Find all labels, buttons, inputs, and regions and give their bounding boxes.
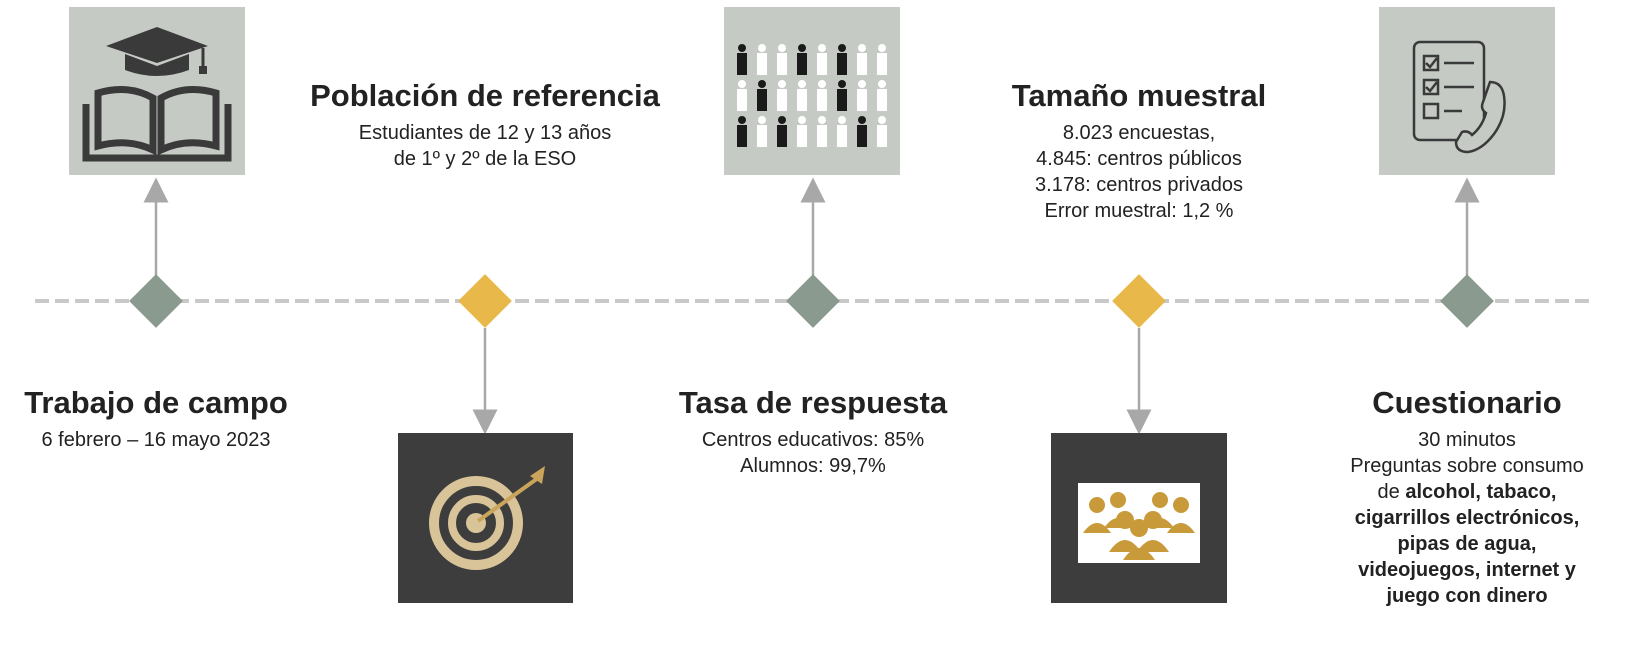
text-block: Población de referencia Estudiantes de 12… <box>285 78 685 172</box>
block-line: de alcohol, tabaco, <box>1267 479 1627 505</box>
text-block: Tamaño muestral 8.023 encuestas, 4.845: ce… <box>939 78 1339 224</box>
line-prefix: de <box>1377 481 1400 503</box>
block-line: videojuegos, internet y <box>1267 557 1627 583</box>
block-line: 30 minutos <box>1418 429 1516 451</box>
block-line: Preguntas sobre consumo <box>1350 455 1584 477</box>
icon-target <box>398 433 573 603</box>
block-line: cigarrillos electrónicos, <box>1267 505 1627 531</box>
emphasis: cigarrillos electrónicos, <box>1354 507 1580 529</box>
text-block: Trabajo de campo 6 febrero – 16 mayo 2023 <box>0 385 356 453</box>
emphasis: videojuegos, internet y <box>1358 559 1576 581</box>
block-line: Estudiantes de 12 y 13 años <box>358 122 612 144</box>
icon-group <box>1051 433 1227 603</box>
emphasis: alcohol, tabaco, <box>1405 481 1557 503</box>
block-title: Tamaño muestral <box>1011 78 1267 113</box>
arrows <box>143 177 1480 435</box>
block-line: Error muestral: 1,2 % <box>1044 200 1234 222</box>
block-line: 8.023 encuestas, <box>1062 122 1216 144</box>
icon-education <box>69 7 245 175</box>
block-line: de 1º y 2º de la ESO <box>393 148 577 170</box>
block-title: Trabajo de campo <box>24 385 288 420</box>
block-line: Alumnos: 99,7% <box>740 455 886 477</box>
block-title: Población de referencia <box>310 78 660 113</box>
emphasis: pipas de agua, <box>1397 533 1537 555</box>
icon-questionnaire <box>1379 7 1555 175</box>
text-block: Tasa de respuesta Centros educativos: 85%… <box>613 385 1013 479</box>
diamonds <box>129 274 1494 328</box>
block-title: Cuestionario <box>1372 385 1562 420</box>
block-line: 6 febrero – 16 mayo 2023 <box>41 429 271 451</box>
emphasis: juego con dinero <box>1386 585 1548 607</box>
block-line: pipas de agua, <box>1267 531 1627 557</box>
block-line: juego con dinero <box>1267 583 1627 609</box>
text-block: Cuestionario 30 minutos Preguntas sobre co… <box>1267 385 1627 609</box>
block-line: 3.178: centros privados <box>1035 174 1243 196</box>
icon-population <box>724 7 900 175</box>
block-line: 4.845: centros públicos <box>1036 148 1242 170</box>
block-line: Centros educativos: 85% <box>701 429 925 451</box>
block-title: Tasa de respuesta <box>678 385 948 420</box>
